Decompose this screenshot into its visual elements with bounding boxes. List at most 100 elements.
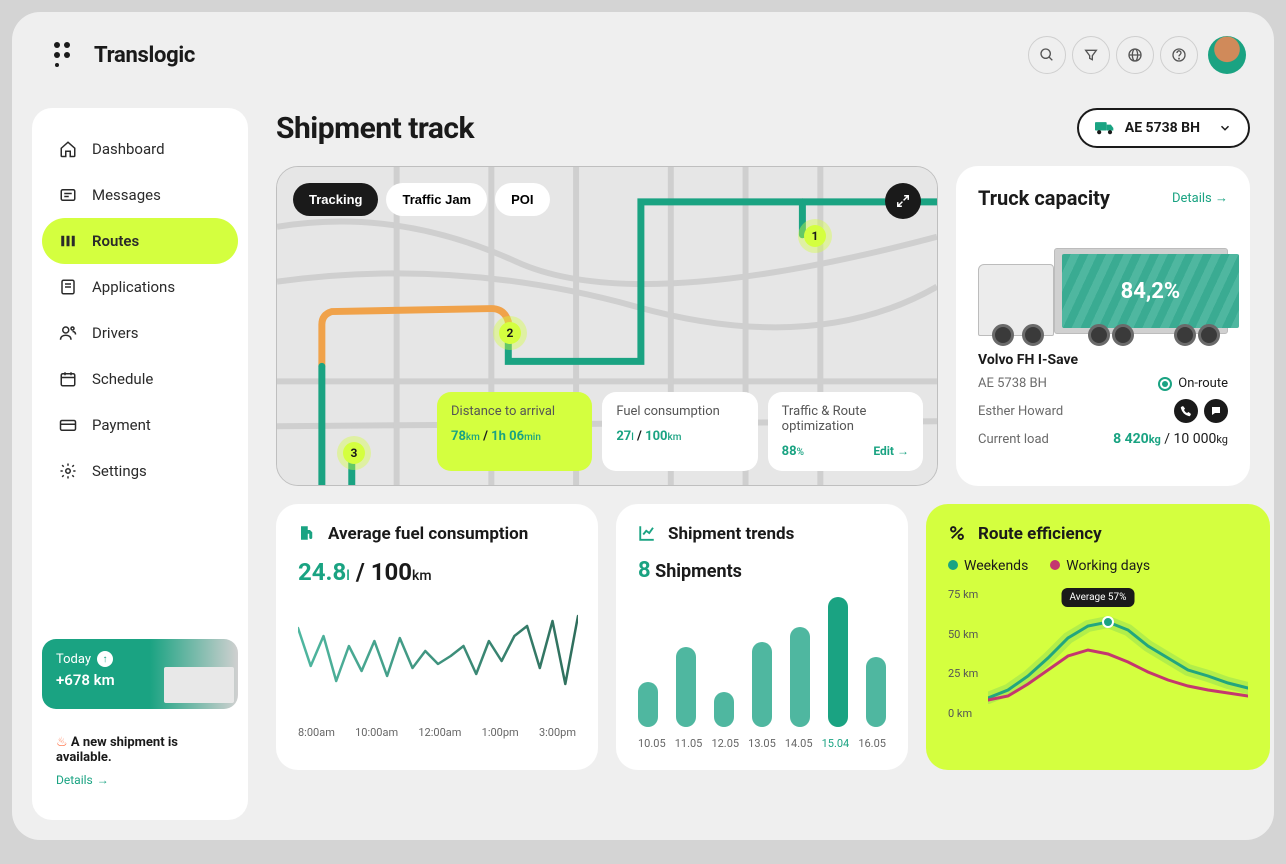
trends-card: Shipment trends 8 Shipments 10.0511.0512…	[616, 504, 908, 770]
fuel-chart	[298, 596, 576, 716]
filter-icon	[1083, 47, 1099, 63]
truck-model: Volvo FH I-Save	[978, 352, 1078, 368]
efficiency-card: Route efficiency WeekendsWorking days 75…	[926, 504, 1270, 770]
trends-title: Shipment trends	[668, 524, 794, 544]
efficiency-legend: WeekendsWorking days	[948, 558, 1248, 574]
today-label: Today	[56, 652, 91, 667]
sidebar-item-applications[interactable]: Applications	[42, 264, 238, 310]
truck-plate: AE 5738 BH	[978, 376, 1047, 391]
sidebar-item-label: Dashboard	[92, 140, 165, 158]
map-card: TrackingTraffic JamPOI 1 2 3 Distance to a…	[276, 166, 938, 486]
search-icon	[1039, 47, 1055, 63]
logo-icon	[54, 42, 80, 68]
call-driver-button[interactable]	[1174, 399, 1198, 423]
sidebar-item-schedule[interactable]: Schedule	[42, 356, 238, 402]
flame-icon: ♨	[56, 735, 68, 750]
capacity-details-link[interactable]: Details →	[1172, 190, 1228, 206]
search-button[interactable]	[1028, 36, 1066, 74]
sidebar-item-label: Schedule	[92, 370, 153, 388]
bar-4	[790, 627, 810, 727]
notice-details-link[interactable]: Details →	[56, 773, 109, 787]
bar-3	[752, 642, 772, 727]
card-icon	[58, 415, 78, 435]
help-icon	[1171, 47, 1187, 63]
bar-2	[714, 692, 734, 727]
fuel-card: Average fuel consumption 24.8l / 100km 8…	[276, 504, 598, 770]
sidebar-item-label: Routes	[92, 232, 139, 250]
map-tab-poi[interactable]: POI	[495, 183, 549, 216]
phone-icon	[1180, 405, 1192, 417]
bar-1	[676, 647, 696, 727]
avg-tooltip: Average 57%	[1062, 588, 1135, 607]
page-title: Shipment track	[276, 111, 474, 146]
map-marker-3[interactable]: 3	[343, 442, 365, 464]
driver-name: Esther Howard	[978, 404, 1063, 419]
sidebar-item-routes[interactable]: Routes	[42, 218, 238, 264]
sidebar-item-label: Drivers	[92, 324, 139, 342]
arrow-up-icon: ↑	[97, 651, 113, 667]
chat-icon	[1210, 405, 1222, 417]
today-card[interactable]: Today↑ +678 km	[42, 639, 238, 709]
notice-text: A new shipment is available.	[56, 735, 178, 765]
message-icon	[58, 185, 78, 205]
sidebar: Dashboard Messages Routes Applications Drive…	[32, 108, 248, 820]
sidebar-item-messages[interactable]: Messages	[42, 172, 238, 218]
stat-traffic: Traffic & Route optimization 88% Edit →	[768, 392, 923, 471]
vehicle-plate: AE 5738 BH	[1125, 120, 1200, 136]
map-tab-tracking[interactable]: Tracking	[293, 183, 378, 216]
gear-icon	[58, 461, 78, 481]
bar-0	[638, 682, 658, 727]
sidebar-item-label: Settings	[92, 462, 147, 480]
efficiency-chart: 75 km50 km25 km0 km Average 57%	[948, 588, 1248, 738]
home-icon	[58, 139, 78, 159]
drivers-icon	[58, 323, 78, 343]
stat-fuel-title: Fuel consumption	[616, 404, 743, 419]
trends-value: 8 Shipments	[638, 558, 886, 583]
sidebar-item-settings[interactable]: Settings	[42, 448, 238, 494]
truck-icon	[1095, 120, 1115, 136]
capacity-card: Truck capacity Details → 84,2%	[956, 166, 1250, 486]
truck-thumb-icon	[164, 667, 234, 703]
truck-illustration: 84,2%	[978, 222, 1228, 342]
fuel-value: 24.8l / 100km	[298, 558, 576, 586]
trends-chart	[638, 597, 886, 727]
trends-icon	[638, 524, 658, 544]
stat-distance: Distance to arrival 78km / 1h 06min	[437, 392, 592, 471]
globe-button[interactable]	[1116, 36, 1154, 74]
fuel-pump-icon	[298, 524, 318, 544]
status-badge: On-route	[1158, 376, 1228, 391]
sidebar-item-payment[interactable]: Payment	[42, 402, 238, 448]
app-icon	[58, 277, 78, 297]
stat-fuel: Fuel consumption 27l / 100km	[602, 392, 757, 471]
bar-6	[866, 657, 886, 727]
filter-button[interactable]	[1072, 36, 1110, 74]
globe-icon	[1127, 47, 1143, 63]
vehicle-selector[interactable]: AE 5738 BH	[1077, 108, 1250, 148]
bar-5	[828, 597, 848, 727]
sidebar-item-label: Applications	[92, 278, 175, 296]
load-label: Current load	[978, 432, 1049, 447]
avatar[interactable]	[1208, 36, 1246, 74]
help-button[interactable]	[1160, 36, 1198, 74]
app-title: Translogic	[94, 43, 195, 68]
map-marker-2[interactable]: 2	[499, 322, 521, 344]
stat-distance-title: Distance to arrival	[451, 404, 578, 419]
calendar-icon	[58, 369, 78, 389]
edit-route-link[interactable]: Edit →	[873, 444, 909, 458]
map-marker-1[interactable]: 1	[804, 225, 826, 247]
efficiency-title: Route efficiency	[978, 524, 1102, 544]
notice-card: ♨ A new shipment is available. Details →	[42, 721, 238, 802]
message-driver-button[interactable]	[1204, 399, 1228, 423]
fuel-title: Average fuel consumption	[328, 524, 528, 544]
capacity-title: Truck capacity	[978, 186, 1110, 210]
stat-traffic-title: Traffic & Route optimization	[782, 404, 909, 434]
expand-map-button[interactable]	[885, 183, 921, 219]
sidebar-item-dashboard[interactable]: Dashboard	[42, 126, 238, 172]
sidebar-item-label: Messages	[92, 186, 161, 204]
map-tab-traffic-jam[interactable]: Traffic Jam	[386, 183, 487, 216]
expand-icon	[896, 194, 910, 208]
sidebar-item-drivers[interactable]: Drivers	[42, 310, 238, 356]
sidebar-item-label: Payment	[92, 416, 151, 434]
chevron-down-icon	[1218, 121, 1232, 135]
routes-icon	[58, 231, 78, 251]
